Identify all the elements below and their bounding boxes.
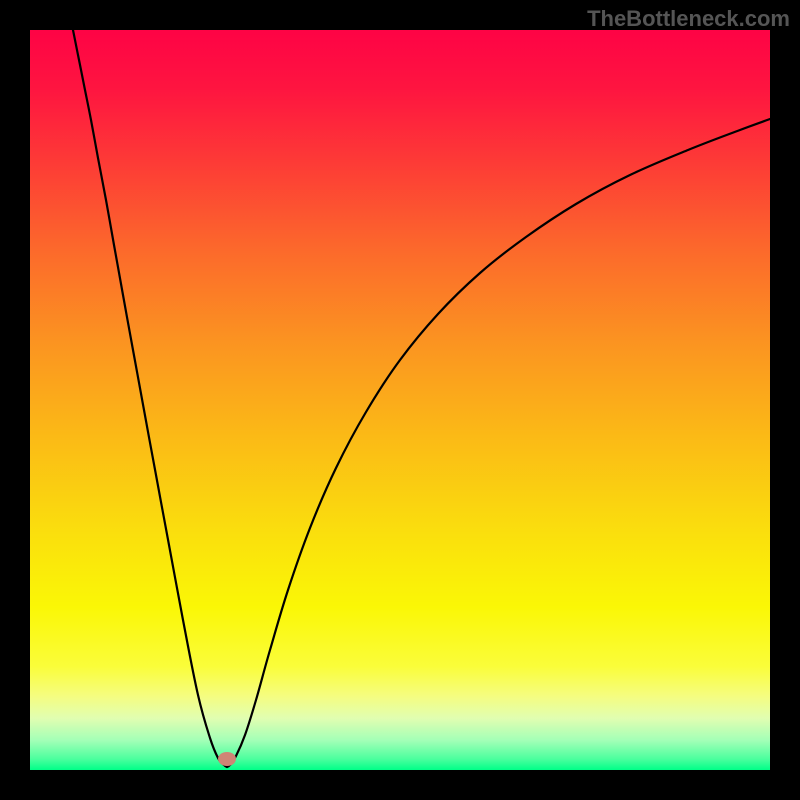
chart-container: TheBottleneck.com [0,0,800,800]
plot-area [30,30,770,770]
watermark-text: TheBottleneck.com [587,6,790,32]
